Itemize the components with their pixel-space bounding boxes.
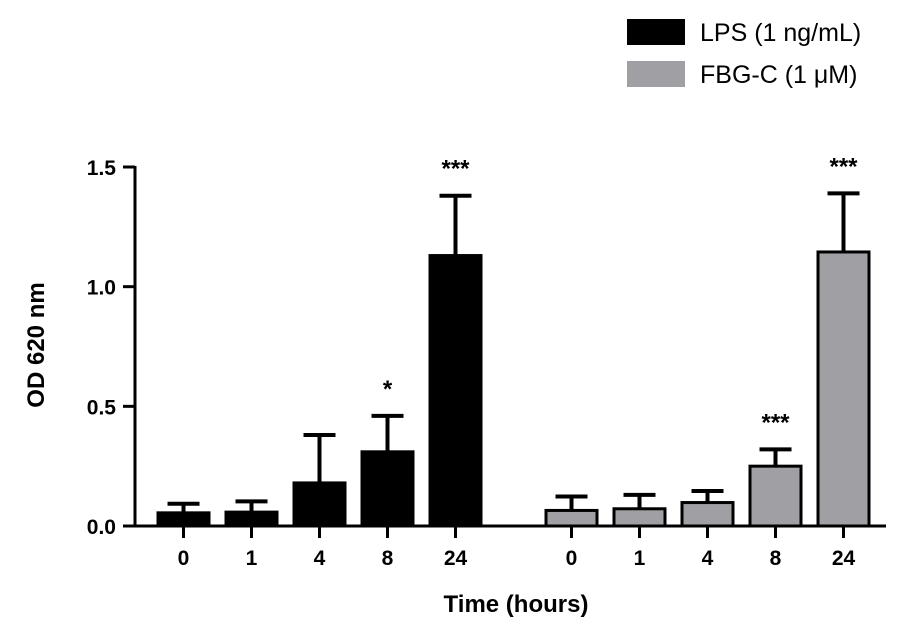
bar [224,510,279,528]
significance-label: * [383,376,393,403]
series-2: *** *** [544,153,871,528]
y-tick-label: 0.5 [87,396,117,419]
significance-label: *** [761,409,790,436]
series-1: **** [156,156,483,528]
x-tick-label: 8 [770,547,782,570]
x-axis: 0 1 4 8 24 0 1 4 8 24 [133,524,886,570]
bar [292,481,347,528]
x-tick-label: 4 [314,547,326,570]
y-axis: 0.0 0.5 1.0 1.5 [87,157,137,539]
x-tick-label: 4 [702,547,714,570]
legend-item: LPS (1 ng/mL) [627,19,861,47]
legend-swatch [627,19,685,45]
bar [816,250,871,528]
significance-label: *** [441,156,470,183]
bars: ********** [156,153,871,528]
x-tick-label: 1 [246,547,258,570]
legend-item: FBG-C (1 μM) [627,61,857,89]
bar [748,464,803,528]
legend-label: FBG-C (1 μM) [700,61,857,89]
y-tick-label: 1.5 [87,157,117,180]
y-axis-title: OD 620 nm [23,282,50,407]
x-tick-label: 8 [382,547,394,570]
legend-label: LPS (1 ng/mL) [700,19,861,47]
x-axis-title: Time (hours) [444,591,589,618]
x-tick-label: 0 [566,547,578,570]
bar [360,450,415,528]
bar [428,254,483,528]
legend-swatch [627,61,685,87]
bar [544,508,599,528]
bar [156,511,211,528]
x-tick-label: 24 [832,547,856,570]
x-tick-label: 24 [444,547,468,570]
bar [680,501,735,528]
bar [612,507,667,528]
y-tick-label: 1.0 [87,277,116,300]
x-tick-label: 1 [634,547,646,570]
x-tick-label: 0 [178,547,190,570]
significance-label: *** [829,153,858,180]
legend: LPS (1 ng/mL) FBG-C (1 μM) [627,19,861,89]
y-tick-label: 0.0 [87,516,116,539]
